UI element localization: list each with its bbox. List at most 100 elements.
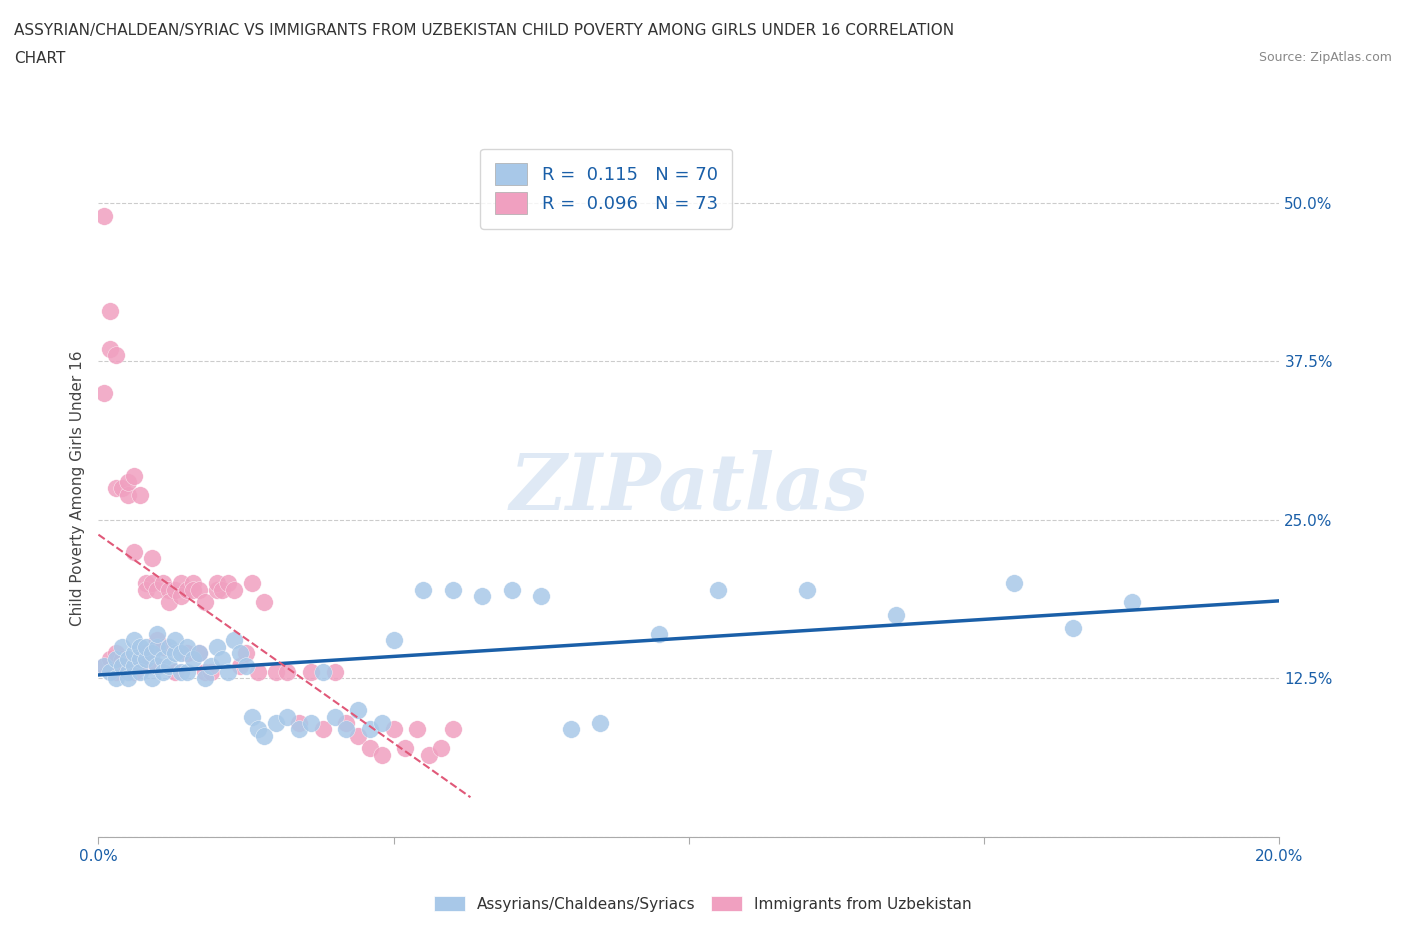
Point [122, 544, 145, 559]
Point [235, 645, 257, 660]
Point [141, 551, 163, 565]
Point [707, 582, 730, 597]
Legend: R =  0.115   N = 70, R =  0.096   N = 73: R = 0.115 N = 70, R = 0.096 N = 73 [481, 149, 733, 229]
Point [128, 652, 150, 667]
Point [589, 715, 612, 730]
Point [117, 487, 139, 502]
Point [98, 652, 121, 667]
Point [347, 728, 370, 743]
Point [229, 645, 252, 660]
Point [157, 639, 180, 654]
Point [165, 645, 187, 660]
Point [246, 665, 269, 680]
Point [128, 487, 150, 502]
Point [299, 715, 322, 730]
Point [117, 665, 139, 680]
Point [152, 652, 174, 667]
Point [152, 665, 174, 680]
Point [111, 658, 134, 673]
Point [105, 665, 128, 680]
Point [382, 722, 405, 737]
Legend: Assyrians/Chaldeans/Syriacs, Immigrants from Uzbekistan: Assyrians/Chaldeans/Syriacs, Immigrants … [429, 889, 977, 918]
Point [111, 658, 134, 673]
Point [181, 582, 204, 597]
Point [418, 747, 440, 762]
Point [187, 582, 209, 597]
Point [128, 658, 150, 673]
Point [335, 722, 357, 737]
Point [347, 703, 370, 718]
Point [146, 627, 169, 642]
Point [170, 589, 193, 604]
Point [135, 645, 157, 660]
Point [146, 582, 169, 597]
Point [135, 652, 157, 667]
Point [135, 582, 157, 597]
Y-axis label: Child Poverty Among Girls Under 16: Child Poverty Among Girls Under 16 [69, 351, 84, 626]
Point [359, 741, 381, 756]
Point [205, 639, 228, 654]
Point [229, 658, 252, 673]
Point [146, 633, 169, 648]
Point [194, 665, 217, 680]
Point [117, 671, 139, 686]
Point [323, 665, 346, 680]
Point [176, 639, 198, 654]
Point [176, 582, 198, 597]
Point [288, 715, 311, 730]
Point [170, 645, 193, 660]
Point [122, 633, 145, 648]
Point [128, 652, 150, 667]
Point [93, 386, 115, 401]
Point [471, 589, 494, 604]
Point [194, 671, 217, 686]
Point [276, 665, 298, 680]
Point [235, 658, 257, 673]
Point [128, 665, 150, 680]
Point [211, 652, 233, 667]
Point [205, 576, 228, 591]
Point [111, 652, 134, 667]
Point [884, 607, 907, 622]
Point [105, 348, 128, 363]
Point [98, 303, 121, 318]
Point [648, 627, 671, 642]
Point [105, 481, 128, 496]
Point [200, 658, 222, 673]
Point [122, 645, 145, 660]
Text: ASSYRIAN/CHALDEAN/SYRIAC VS IMMIGRANTS FROM UZBEKISTAN CHILD POVERTY AMONG GIRLS: ASSYRIAN/CHALDEAN/SYRIAC VS IMMIGRANTS F… [14, 23, 955, 38]
Point [288, 722, 311, 737]
Point [217, 665, 239, 680]
Point [530, 589, 553, 604]
Point [117, 652, 139, 667]
Point [394, 741, 416, 756]
Text: CHART: CHART [14, 51, 66, 66]
Point [146, 658, 169, 673]
Point [335, 715, 357, 730]
Point [117, 658, 139, 673]
Point [152, 639, 174, 654]
Point [98, 665, 121, 680]
Point [111, 481, 134, 496]
Point [299, 665, 322, 680]
Point [93, 658, 115, 673]
Point [105, 671, 128, 686]
Point [128, 639, 150, 654]
Point [224, 633, 246, 648]
Point [441, 582, 464, 597]
Point [359, 722, 381, 737]
Point [187, 645, 209, 660]
Point [240, 709, 263, 724]
Point [217, 576, 239, 591]
Point [117, 474, 139, 489]
Point [382, 633, 405, 648]
Point [240, 576, 263, 591]
Point [253, 595, 276, 610]
Point [200, 665, 222, 680]
Point [165, 582, 187, 597]
Point [205, 582, 228, 597]
Point [157, 658, 180, 673]
Point [170, 665, 193, 680]
Text: ZIPatlas: ZIPatlas [509, 450, 869, 526]
Point [253, 728, 276, 743]
